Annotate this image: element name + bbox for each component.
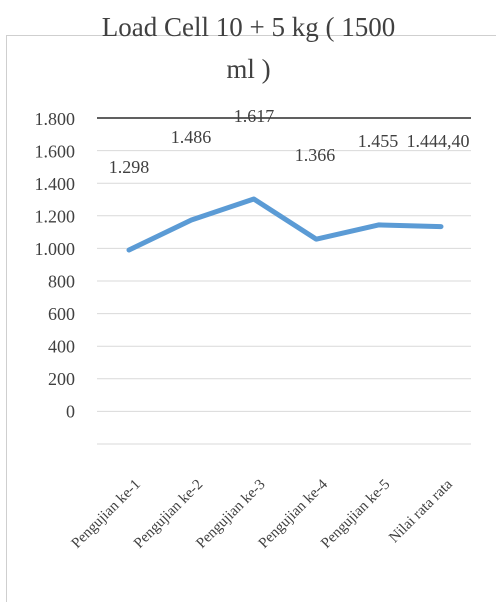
y-tick-label: 600 — [48, 304, 75, 324]
y-tick-label: 1.800 — [35, 109, 76, 129]
data-label: 1.455 — [358, 131, 399, 151]
chart-title-line-2: ml ) — [226, 54, 271, 84]
y-tick-label: 1.600 — [35, 142, 76, 162]
grid-lines — [97, 117, 471, 445]
x-tick-label: Nilai rata rata — [386, 476, 456, 546]
data-label: 1.444,40 — [407, 131, 470, 151]
data-labels: 1.298 1.486 1.617 1.366 1.455 1.444,40 — [109, 106, 470, 177]
data-label: 1.486 — [171, 127, 212, 147]
y-tick-label: 0 — [66, 402, 75, 422]
y-axis-ticks: 1.800 1.600 1.400 1.200 1.000 800 600 400 200 0 — [35, 109, 76, 422]
chart-title-line-1: Load Cell 10 + 5 kg ( 1500 — [101, 12, 396, 42]
y-tick-label: 400 — [48, 337, 75, 357]
y-tick-label: 800 — [48, 272, 75, 292]
y-tick-label: 1.200 — [35, 207, 76, 227]
data-label: 1.366 — [295, 145, 336, 165]
data-label: 1.617 — [234, 106, 275, 126]
chart-frame — [6, 35, 496, 602]
data-label: 1.298 — [109, 157, 150, 177]
series-line — [126, 196, 444, 253]
y-tick-label: 1.400 — [35, 174, 76, 194]
y-tick-label: 200 — [48, 369, 75, 389]
y-tick-label: 1.000 — [35, 239, 76, 259]
series-layer — [126, 196, 444, 253]
